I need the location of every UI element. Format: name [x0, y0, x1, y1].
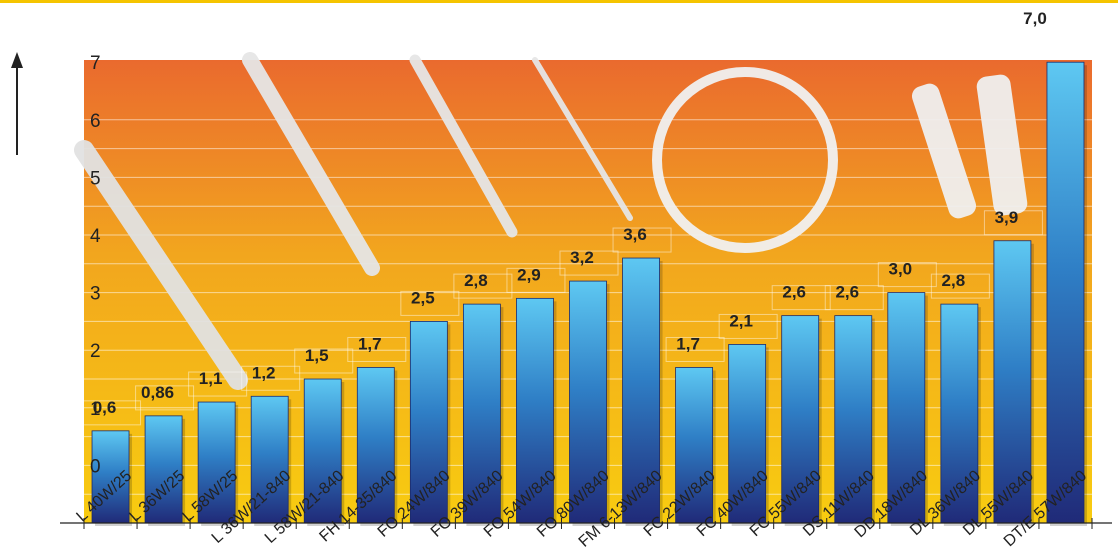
up-arrow-icon [11, 52, 23, 155]
data-label: 1,2 [252, 363, 276, 382]
y-tick-label: 3 [90, 284, 101, 305]
bar [409, 320, 448, 524]
compact-lamp-triple [976, 74, 1028, 216]
step-box [82, 400, 142, 426]
tube-lamp-thin [409, 54, 518, 238]
y-tick-label: 1 [90, 399, 101, 420]
bar [834, 315, 873, 524]
data-label: 7,0 [1023, 9, 1047, 28]
compact-lamp-double [911, 83, 977, 219]
bar [303, 378, 342, 524]
data-label: 0,6 [93, 398, 117, 417]
bar [91, 430, 130, 524]
step-box [559, 250, 619, 276]
lamp-decorations [74, 52, 1028, 390]
step-box [135, 385, 195, 411]
step-box [877, 262, 937, 288]
step-box [983, 210, 1043, 236]
y-axis: 0 1 2 3 4 5 6 7 [90, 53, 101, 477]
y-tick-label: 0 [90, 456, 101, 477]
step-box [400, 290, 460, 316]
step-guide-lines [82, 31, 1096, 426]
data-label: 2,8 [464, 271, 488, 290]
step-box [188, 371, 248, 397]
data-label: 2,6 [782, 283, 806, 302]
data-label: 1,7 [358, 334, 382, 353]
step-box [771, 285, 831, 311]
data-label: 3,0 [888, 260, 912, 279]
y-tick-label: 2 [90, 341, 101, 362]
bar [781, 315, 820, 524]
bar [569, 280, 607, 524]
bar [1046, 61, 1085, 524]
bar [250, 395, 289, 524]
tube-lamp-miniature [532, 57, 633, 221]
y-tick-label: 4 [90, 226, 101, 247]
bars [91, 61, 1087, 526]
data-label: 1,5 [305, 346, 329, 365]
bar [516, 297, 554, 524]
top-accent-line [0, 0, 1118, 3]
bar [462, 303, 501, 524]
step-box [294, 348, 354, 374]
step-box [930, 273, 990, 299]
circular-lamp [652, 67, 838, 253]
bar [197, 401, 236, 524]
bar [356, 367, 395, 524]
data-label: 2,8 [942, 271, 966, 290]
y-tick-label: 5 [90, 168, 101, 189]
step-box [824, 285, 884, 311]
bar [887, 292, 926, 524]
step-box [347, 336, 407, 362]
bar [993, 240, 1032, 524]
y-tick-label: 7 [90, 53, 101, 74]
step-box [665, 336, 725, 362]
bar [728, 344, 767, 524]
step-box [506, 267, 566, 293]
data-label: 3,6 [623, 225, 647, 244]
data-label: 2,9 [517, 265, 541, 284]
data-label: 2,1 [729, 311, 753, 330]
step-box [612, 227, 672, 253]
tube-lamp-long [74, 140, 248, 390]
tube-lamp-medium [242, 52, 380, 276]
step-box [1036, 31, 1096, 57]
step-box [718, 313, 778, 339]
data-label: 1,1 [199, 369, 223, 388]
data-label: 1,7 [676, 334, 700, 353]
y-tick-label: 6 [90, 111, 101, 132]
data-label: 2,6 [835, 283, 859, 302]
data-label: 3,2 [570, 248, 594, 267]
bar [622, 257, 660, 524]
data-label: 0,86 [141, 383, 174, 402]
data-label: 2,5 [411, 288, 435, 307]
bar [675, 367, 714, 524]
data-label: 3,9 [995, 208, 1019, 227]
data-labels: 0,6 0,86 1,1 1,2 1,5 1,7 2,5 2,8 2,9 3,2 3,6 1,7 2,1… [93, 9, 1047, 417]
step-box [241, 365, 301, 391]
step-box [453, 273, 513, 299]
